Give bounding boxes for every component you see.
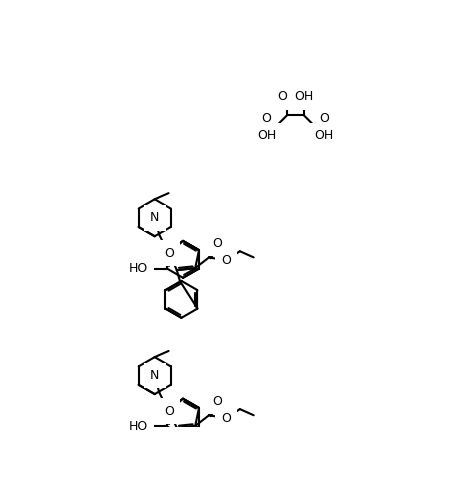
Text: O: O (221, 412, 231, 425)
Text: O: O (319, 112, 329, 125)
Text: OH: OH (315, 129, 334, 142)
Text: O: O (164, 405, 174, 418)
Text: O: O (262, 112, 272, 125)
Text: OH: OH (294, 90, 313, 103)
Text: HO: HO (129, 262, 148, 275)
Text: OH: OH (277, 90, 297, 103)
Text: O: O (212, 395, 222, 408)
Text: O: O (164, 247, 174, 260)
Text: HO: HO (129, 420, 148, 433)
Text: OH: OH (257, 129, 276, 142)
Text: N: N (150, 211, 159, 224)
Text: O: O (221, 254, 231, 267)
Text: N: N (150, 369, 159, 382)
Text: O: O (212, 237, 222, 250)
